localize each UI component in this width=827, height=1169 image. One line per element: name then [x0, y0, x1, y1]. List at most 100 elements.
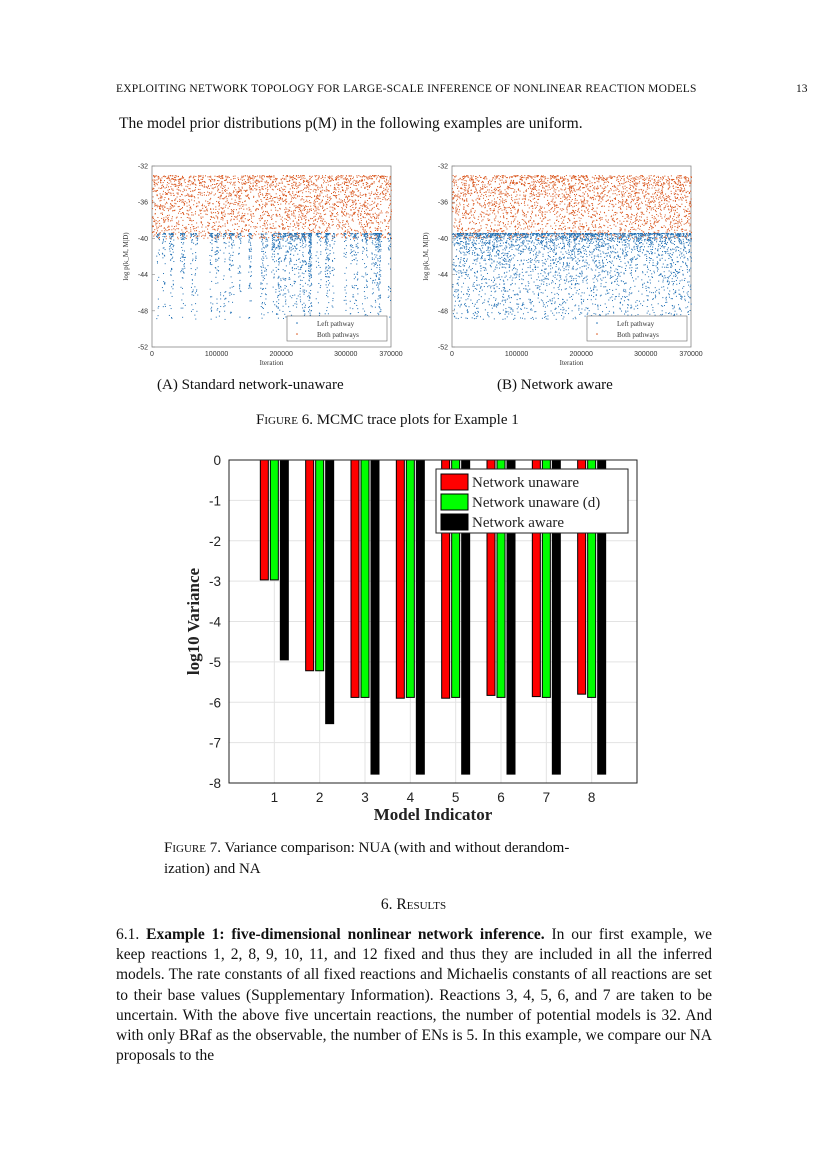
point-both-pathways: [602, 205, 604, 207]
point-both-pathways: [282, 188, 284, 190]
point-both-pathways: [578, 183, 580, 185]
point-left-pathway: [182, 255, 184, 257]
point-both-pathways: [211, 191, 213, 193]
point-left-pathway: [334, 240, 336, 242]
point-both-pathways: [360, 179, 362, 181]
point-both-pathways: [334, 207, 336, 209]
point-both-pathways: [381, 175, 383, 177]
point-both-pathways: [362, 228, 364, 230]
point-left-pathway: [326, 256, 328, 258]
point-both-pathways: [175, 225, 177, 227]
point-both-pathways: [177, 236, 179, 238]
point-left-pathway: [309, 251, 311, 253]
point-both-pathways: [178, 205, 180, 207]
point-both-pathways: [390, 182, 392, 184]
point-both-pathways: [319, 204, 321, 206]
point-left-pathway: [284, 287, 286, 289]
point-left-pathway: [282, 310, 284, 312]
point-left-pathway: [195, 303, 197, 305]
point-both-pathways: [221, 183, 223, 185]
point-both-pathways: [351, 214, 353, 216]
point-both-pathways: [496, 175, 498, 177]
point-left-pathway: [346, 285, 348, 287]
point-left-pathway: [248, 255, 250, 257]
point-both-pathways: [493, 203, 495, 205]
point-both-pathways: [655, 211, 657, 213]
point-both-pathways: [369, 197, 371, 199]
point-both-pathways: [198, 235, 200, 237]
point-both-pathways: [221, 176, 223, 178]
point-both-pathways: [549, 181, 551, 183]
point-left-pathway: [225, 247, 227, 249]
point-left-pathway: [304, 260, 306, 262]
point-both-pathways: [247, 195, 249, 197]
point-both-pathways: [384, 189, 386, 191]
point-both-pathways: [368, 176, 370, 178]
point-both-pathways: [354, 199, 356, 201]
point-left-pathway: [164, 282, 166, 284]
point-both-pathways: [155, 220, 157, 222]
point-left-pathway: [277, 277, 279, 279]
point-both-pathways: [252, 179, 254, 181]
point-both-pathways: [190, 219, 192, 221]
point-both-pathways: [168, 225, 170, 227]
point-left-pathway: [161, 242, 163, 244]
point-left-pathway: [290, 243, 292, 245]
point-both-pathways: [380, 230, 382, 232]
point-both-pathways: [298, 207, 300, 209]
point-left-pathway: [325, 276, 327, 278]
point-both-pathways: [382, 234, 384, 236]
point-both-pathways: [271, 218, 273, 220]
point-left-pathway: [209, 271, 211, 273]
point-both-pathways: [265, 193, 267, 195]
point-both-pathways: [635, 217, 637, 219]
point-left-pathway: [211, 255, 213, 257]
point-left-pathway: [215, 282, 217, 284]
point-left-pathway: [280, 280, 282, 282]
point-both-pathways: [287, 175, 289, 177]
point-both-pathways: [307, 206, 309, 208]
point-left-pathway: [326, 242, 328, 244]
point-left-pathway: [366, 234, 368, 236]
point-left-pathway: [380, 245, 382, 247]
point-both-pathways: [312, 190, 314, 192]
point-both-pathways: [259, 205, 261, 207]
point-both-pathways: [336, 205, 338, 207]
point-left-pathway: [293, 283, 295, 285]
point-both-pathways: [279, 198, 281, 200]
point-both-pathways: [644, 182, 646, 184]
point-left-pathway: [250, 275, 252, 277]
point-both-pathways: [183, 202, 185, 204]
point-both-pathways: [360, 196, 362, 198]
point-both-pathways: [181, 235, 183, 237]
point-left-pathway: [277, 238, 279, 240]
point-left-pathway: [217, 259, 219, 261]
point-left-pathway: [266, 244, 268, 246]
point-both-pathways: [376, 205, 378, 207]
point-both-pathways: [359, 180, 361, 182]
point-both-pathways: [183, 213, 185, 215]
point-left-pathway: [387, 233, 389, 235]
point-both-pathways: [504, 207, 506, 209]
point-both-pathways: [496, 231, 498, 233]
point-both-pathways: [611, 215, 613, 217]
point-both-pathways: [218, 180, 220, 182]
point-both-pathways: [218, 208, 220, 210]
point-left-pathway: [327, 280, 329, 282]
point-both-pathways: [316, 175, 318, 177]
point-left-pathway: [288, 272, 290, 274]
point-both-pathways: [158, 187, 160, 189]
point-both-pathways: [319, 202, 321, 204]
point-left-pathway: [261, 283, 263, 285]
point-both-pathways: [376, 205, 378, 207]
point-both-pathways: [299, 190, 301, 192]
point-both-pathways: [242, 176, 244, 178]
point-left-pathway: [374, 232, 376, 234]
point-both-pathways: [670, 175, 672, 177]
point-both-pathways: [210, 193, 212, 195]
point-both-pathways: [202, 207, 204, 209]
point-both-pathways: [245, 191, 247, 193]
point-both-pathways: [188, 188, 190, 190]
point-both-pathways: [168, 229, 170, 231]
point-both-pathways: [300, 199, 302, 201]
